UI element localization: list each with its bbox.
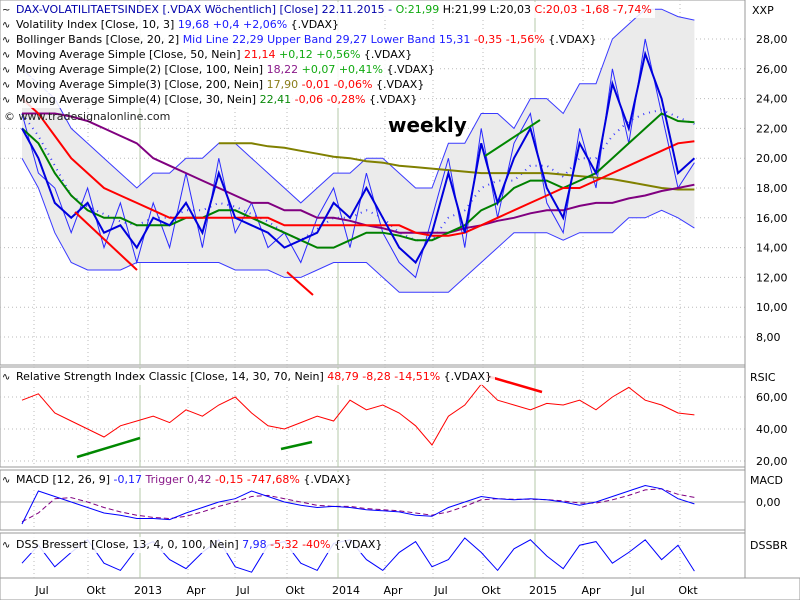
rsi-tick-label: 60,00 [756, 391, 788, 404]
x-tick-label: 2015 [529, 584, 557, 597]
x-tick-label: Apr [383, 584, 403, 597]
ma200-line [218, 142, 695, 191]
macd-line [21, 484, 695, 525]
watermark: © www.tradesignalonline.com [4, 110, 171, 123]
x-tick-label: Okt [285, 584, 305, 597]
pane-label-macd: MACD [750, 474, 783, 487]
rsi-tick-label: 40,00 [756, 423, 788, 436]
indicator-icon: ∿ [2, 475, 11, 486]
legend-ma50[interactable]: ∿ Moving Average Simple [Close, 50, Nein]… [2, 47, 416, 63]
trend-line [484, 119, 541, 157]
x-axis [0, 577, 800, 600]
legend-title: ~ DAX-VOLATILITAETSINDEX [.VDAX Wöchentli… [2, 2, 655, 18]
indicator-icon: ∿ [2, 20, 11, 31]
x-tick-label: Jul [34, 584, 48, 597]
series-icon: ~ [2, 5, 11, 16]
x-tick-label: Apr [186, 584, 206, 597]
indicator-icon: ∿ [2, 95, 11, 106]
ma50-line [21, 97, 695, 237]
y-tick-label: 22,00 [756, 122, 788, 135]
y-tick-label: 20,00 [756, 152, 788, 165]
y-tick-label: 14,00 [756, 242, 788, 255]
indicator-icon: ∿ [2, 80, 11, 91]
legend-rsi[interactable]: ∿ Relative Strength Index Classic [Close,… [2, 369, 496, 385]
y-tick-label: 26,00 [756, 63, 788, 76]
rsi-trend-line [280, 440, 313, 451]
x-tick-label: Apr [581, 584, 601, 597]
x-tick-label: Okt [481, 584, 501, 597]
y-tick-label: 8,00 [756, 331, 781, 344]
indicator-icon: ∿ [2, 65, 11, 76]
y-tick-label: 28,00 [756, 33, 788, 46]
legend-volatility-index[interactable]: ∿ Volatility Index [Close, 10, 3] 19,68 +… [2, 17, 343, 33]
trend-line [74, 211, 138, 271]
rsi-tick-label: 20,00 [756, 455, 788, 468]
y-tick-label: 16,00 [756, 212, 788, 225]
legend-ma200[interactable]: ∿ Moving Average Simple(3) [Close, 200, N… [2, 77, 428, 93]
indicator-icon: ∿ [2, 540, 11, 551]
close-line [21, 50, 696, 265]
annotation-weekly: weekly [388, 113, 467, 137]
x-tick-label: 2014 [332, 584, 360, 597]
pane-label-dss: DSSBR [750, 539, 788, 552]
indicator-icon: ∿ [2, 50, 11, 61]
rsi-trend-line [76, 436, 141, 459]
macd-tick-label: 0,00 [756, 496, 781, 509]
x-tick-label: Jul [630, 584, 644, 597]
y-tick-label: 24,00 [756, 93, 788, 106]
volatility-index-line [21, 38, 695, 279]
pane-label-main: XXP [752, 4, 774, 17]
ma30-line [21, 112, 695, 249]
x-tick-label: Jul [235, 584, 249, 597]
legend-ma30[interactable]: ∿ Moving Average Simple(4) [Close, 30, Ne… [2, 92, 421, 108]
legend-ma100[interactable]: ∿ Moving Average Simple(2) [Close, 100, N… [2, 62, 438, 78]
trend-line [286, 271, 314, 296]
bollinger-lower-band [21, 157, 695, 293]
rsi-trend-line [486, 374, 543, 394]
ma100-line [22, 112, 695, 234]
rsi-line [21, 383, 695, 446]
x-tick-label: 2013 [134, 584, 162, 597]
bollinger-fill [22, 9, 695, 293]
y-tick-label: 18,00 [756, 182, 788, 195]
legend-dss[interactable]: ∿ DSS Bressert [Close, 13, 4, 0, 100, Nei… [2, 537, 386, 553]
bollinger-upper-band [21, 8, 695, 204]
y-tick-label: 10,00 [756, 301, 788, 314]
legend-bollinger[interactable]: ∿ Bollinger Bands [Close, 20, 2] Mid Line… [2, 32, 600, 48]
macd-trigger-line [21, 488, 695, 523]
indicator-icon: ∿ [2, 35, 11, 46]
legend-macd[interactable]: ∿ MACD [12, 26, 9] -0,17 Trigger 0,42 -0,… [2, 472, 355, 488]
x-tick-label: Okt [86, 584, 106, 597]
x-tick-label: Jul [433, 584, 447, 597]
x-tick-label: Okt [678, 584, 698, 597]
pane-label-rsi: RSIC [750, 371, 776, 384]
indicator-icon: ∿ [2, 372, 11, 383]
y-tick-label: 12,00 [756, 271, 788, 284]
